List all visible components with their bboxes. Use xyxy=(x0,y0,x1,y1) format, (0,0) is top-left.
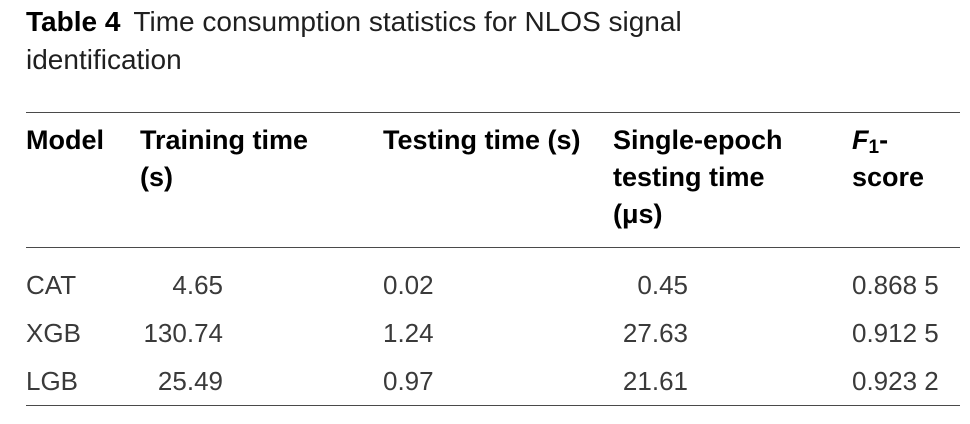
cell-testing-time: 0.97 xyxy=(383,365,434,396)
cell-testing-time: 0.02 xyxy=(383,269,434,300)
cell-f1-score: 0.912 5 xyxy=(852,317,939,348)
cell-training-time: 25.49 xyxy=(140,357,383,406)
single-epoch-time-value: 21.61 xyxy=(622,365,688,396)
header-row: Model Training time (s) Testing time (s)… xyxy=(26,113,960,248)
table-row-cat: CAT 4.65 0.02 0.45 0.868 5 xyxy=(26,248,960,310)
col-header-training-time: Training time (s) xyxy=(140,125,309,192)
cell-single-epoch-time: 0.45 xyxy=(613,248,852,310)
cell-testing-time: 1.24 xyxy=(383,317,434,348)
f1-subscript: 1 xyxy=(868,137,880,158)
cell-model: XGB xyxy=(26,317,81,348)
f1-symbol: F xyxy=(852,125,869,155)
table-caption-label: Table 4 xyxy=(26,6,121,37)
cell-model: LGB xyxy=(26,365,79,396)
cell-model: CAT xyxy=(26,269,77,300)
stats-table: Model Training time (s) Testing time (s)… xyxy=(26,112,960,406)
cell-f1-score: 0.923 2 xyxy=(852,365,939,396)
table-caption: Table 4 Time consumption statistics for N… xyxy=(26,3,936,79)
col-header-model: Model xyxy=(26,125,104,155)
training-time-value: 4.65 xyxy=(172,269,223,300)
single-epoch-time-value: 0.45 xyxy=(637,269,688,300)
col-header-f1-score: F1-score xyxy=(852,113,960,248)
cell-training-time: 130.74 xyxy=(140,309,383,357)
cell-single-epoch-time: 21.61 xyxy=(613,357,852,406)
single-epoch-time-value: 27.63 xyxy=(622,317,688,348)
col-header-single-epoch-time: Single-epoch testing time (μs) xyxy=(613,125,783,229)
col-header-testing-time: Testing time (s) xyxy=(383,125,581,155)
table-row-xgb: XGB 130.74 1.24 27.63 0.912 5 xyxy=(26,309,960,357)
f1-suffix: -score xyxy=(852,125,925,192)
table-caption-text: Time consumption statistics for NLOS sig… xyxy=(26,6,682,75)
training-time-value: 130.74 xyxy=(143,317,223,348)
cell-single-epoch-time: 27.63 xyxy=(613,309,852,357)
table-body: CAT 4.65 0.02 0.45 0.868 5 XGB 130.74 1.… xyxy=(26,248,960,406)
table-row-lgb: LGB 25.49 0.97 21.61 0.923 2 xyxy=(26,357,960,406)
training-time-value: 25.49 xyxy=(157,365,223,396)
cell-f1-score: 0.868 5 xyxy=(852,269,939,300)
cell-training-time: 4.65 xyxy=(140,248,383,310)
table-header: Model Training time (s) Testing time (s)… xyxy=(26,113,960,248)
